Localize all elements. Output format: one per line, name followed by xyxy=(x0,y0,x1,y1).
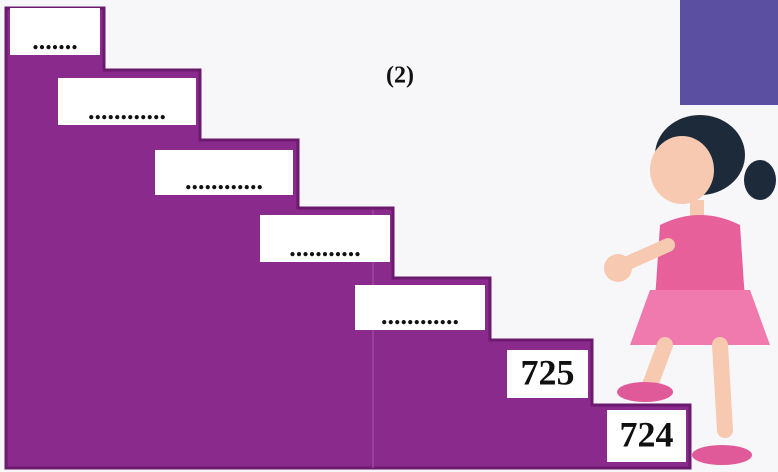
blank-dots: ....... xyxy=(32,26,78,55)
exercise-label: (2) xyxy=(386,63,414,89)
shirt xyxy=(655,215,745,300)
blank-dots: ............ xyxy=(88,96,166,125)
blank-dots: ............ xyxy=(185,166,263,195)
step-number: 724 xyxy=(620,414,674,454)
corner-block xyxy=(680,0,778,105)
blank-dots: ........... xyxy=(289,233,361,262)
blank-dots: ............ xyxy=(381,301,459,330)
face xyxy=(650,136,714,204)
skirt xyxy=(630,290,770,345)
ponytail xyxy=(744,160,776,200)
step-number: 725 xyxy=(521,352,575,392)
illustration: (2) ....................................… xyxy=(0,0,778,472)
shoe-front xyxy=(617,382,673,402)
leg-back xyxy=(720,345,725,430)
shoe-back xyxy=(692,445,752,465)
page: (2) ....................................… xyxy=(0,0,778,472)
